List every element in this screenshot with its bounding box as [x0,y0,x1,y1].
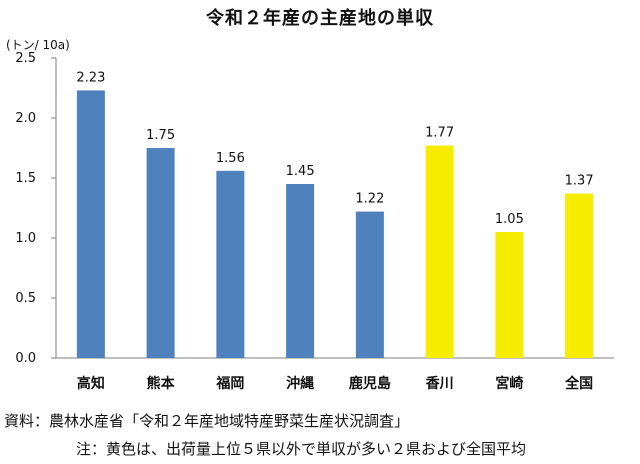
bars [76,90,594,359]
category-label: 香川 [425,375,454,392]
data-label: 1.45 [286,164,315,179]
data-label: 1.37 [565,174,594,189]
category-label: 全国 [564,375,593,392]
bar [216,170,245,358]
axes [55,58,614,359]
data-label: 1.75 [146,128,175,143]
bar [565,193,594,358]
data-label: 2.23 [76,70,105,85]
category-label: 福岡 [215,375,244,392]
bar [355,211,384,358]
y-tick-label: 0.5 [15,291,36,306]
y-axis-unit-label: (トン/ 10a) [6,38,70,52]
footnote: 注：黄色は、出荷量上位５県以外で単収が多い２県および全国平均 [76,440,527,458]
y-tick-label: 2.5 [15,51,36,66]
bar [146,148,175,358]
y-ticks: 0.0 0.5 1.0 1.5 2.0 2.5 [15,51,56,366]
category-label: 鹿児島 [348,375,391,392]
data-label: 1.22 [355,192,384,207]
category-labels: 高知 熊本 福岡 沖縄 鹿児島 香川 宮崎 全国 [77,375,593,392]
category-label: 熊本 [147,375,176,392]
y-tick-label: 1.5 [15,171,36,186]
bar [76,90,105,359]
category-label: 高知 [77,375,105,392]
chart-title: 令和２年産の主産地の単収 [206,8,434,29]
y-tick-label: 0.0 [15,351,36,366]
data-label: 1.77 [425,126,454,141]
bar [495,232,524,358]
category-label: 宮崎 [495,375,523,392]
data-label: 1.56 [216,151,245,166]
data-label: 1.05 [495,212,524,227]
y-tick-label: 2.0 [15,111,36,126]
bar [425,145,454,358]
bar [286,184,315,358]
source-note: 資料：農林水産省「令和２年産地域特産野菜生産状況調査」 [4,412,410,430]
value-labels: 2.23 1.75 1.56 1.45 1.22 1.77 1.05 1.37 [76,70,593,227]
bar-chart: 0.0 0.5 1.0 1.5 2.0 2.5 2.23 1.75 1.56 1.45 1.22 1… [15,51,614,392]
y-tick-label: 1.0 [15,231,36,246]
category-label: 沖縄 [286,375,314,392]
